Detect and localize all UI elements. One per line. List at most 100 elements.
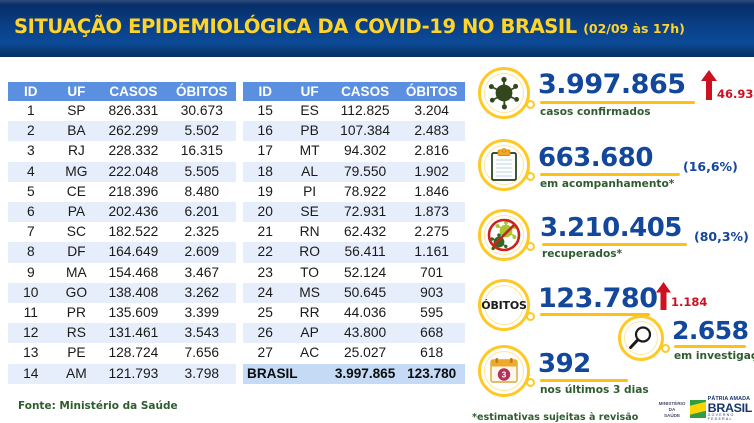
table-row: 4 MG 222.048 5.505	[8, 161, 236, 182]
table-row: 1 SP 826.331 30.673	[8, 101, 236, 122]
cell-casos: 164.649	[99, 242, 168, 263]
ministerio-saude-line1: MINISTÉRIO DA	[658, 401, 686, 412]
table-row: 26 AP 43.800 668	[243, 323, 465, 344]
cell-casos: 826.331	[99, 101, 168, 122]
stat-caption: em acompanhamento*	[540, 178, 675, 190]
table-row: 22 RO 56.411 1.161	[243, 242, 465, 263]
cell-uf: PI	[287, 181, 332, 203]
cell-obitos: 618	[398, 343, 465, 364]
table-row: 18 AL 79.550 1.902	[243, 161, 465, 182]
connector-knob	[526, 172, 535, 181]
cell-id: 23	[243, 262, 288, 283]
cell-obitos: 1.846	[398, 181, 465, 203]
table-row: 16 PB 107.384 2.483	[243, 121, 465, 142]
cell-id: 27	[243, 343, 288, 364]
cell-uf: RR	[287, 303, 332, 324]
stat-delta: 1.184	[671, 295, 708, 309]
connector-knob	[526, 378, 535, 387]
table-header-row: ID UF CASOS ÓBITOS	[8, 82, 236, 101]
cell-obitos: 3.204	[398, 101, 465, 122]
cell-casos: 128.724	[99, 343, 168, 364]
stat-underline	[542, 243, 687, 247]
stat-caption: casos confirmados	[540, 106, 651, 118]
obitos-label-icon-badge: ÓBITOS	[478, 279, 530, 331]
column-header-casos: CASOS	[99, 82, 168, 101]
cell-uf: DF	[53, 242, 100, 263]
table-row: 9 MA 154.468 3.467	[8, 262, 236, 283]
cell-uf: GO	[53, 282, 100, 304]
cell-uf: RN	[287, 222, 332, 243]
stat-underline	[540, 379, 628, 383]
table-row: 2 BA 262.299 5.502	[8, 121, 236, 142]
cell-uf: SP	[53, 101, 100, 122]
cell-obitos: 701	[398, 262, 465, 283]
stat-underline	[540, 313, 650, 317]
cell-casos: 135.609	[99, 303, 168, 324]
cell-casos: 78.922	[331, 181, 399, 203]
arrow-up-icon	[656, 282, 671, 310]
cell-obitos: 2.609	[167, 242, 236, 263]
virus-icon	[485, 74, 523, 112]
cell-obitos: 2.275	[398, 222, 465, 243]
cell-id: 12	[8, 323, 54, 344]
table-row: 5 CE 218.396 8.480	[8, 181, 236, 203]
no-virus-icon-badge	[478, 209, 530, 261]
column-header-uf: UF	[287, 82, 332, 101]
column-header-id: ID	[8, 82, 54, 101]
summary-stats-panel: 3.997.865 casos confirmados 46.934	[470, 57, 754, 422]
cell-casos: 222.048	[99, 161, 168, 182]
cell-uf: MS	[287, 282, 332, 304]
cell-uf: PA	[53, 202, 100, 223]
cell-id: 24	[243, 282, 288, 304]
cell-casos: 79.550	[331, 161, 399, 182]
cell-id: 1	[8, 101, 54, 122]
cell-id: 16	[243, 121, 288, 142]
cell-id: 15	[243, 101, 288, 122]
stat-value: 2.658	[672, 316, 749, 345]
cell-casos: 72.931	[331, 202, 399, 223]
cell-casos: 121.793	[99, 363, 168, 384]
table-row: 15 ES 112.825 3.204	[243, 101, 465, 122]
cell-id: 14	[8, 363, 54, 384]
cell-uf: PB	[287, 121, 332, 142]
column-header-obitos: ÓBITOS	[167, 82, 236, 101]
report-timestamp: (02/09 às 17h)	[583, 21, 685, 36]
connector-knob	[661, 344, 670, 353]
stat-value: 3.997.865	[538, 69, 686, 100]
cell-casos: 138.408	[99, 282, 168, 304]
cell-casos: 112.825	[331, 101, 399, 122]
column-header-casos: CASOS	[331, 82, 399, 101]
obitos-label-text: ÓBITOS	[481, 298, 527, 312]
virus-icon-badge	[478, 67, 530, 119]
cell-uf: RO	[287, 242, 332, 263]
stat-percent: (16,6%)	[683, 159, 738, 174]
table-row: 14 AM 121.793 3.798	[8, 363, 236, 384]
cell-casos: 107.384	[331, 121, 399, 142]
column-header-id: ID	[243, 82, 288, 101]
cell-uf: AP	[287, 323, 332, 344]
cell-uf: MA	[53, 262, 100, 283]
cell-obitos: 16.315	[167, 141, 236, 162]
table-row: 19 PI 78.922 1.846	[243, 181, 465, 203]
cell-id: 19	[243, 181, 288, 203]
states-table-left: ID UF CASOS ÓBITOS 1 SP 826.331 30.673 2 BA 26…	[8, 82, 236, 384]
cell-obitos: 1.161	[398, 242, 465, 263]
stat-caption: nos últimos 3 dias	[540, 384, 649, 396]
stat-delta: 46.934	[717, 87, 754, 101]
cell-id: 18	[243, 161, 288, 182]
stat-value: 3.210.405	[540, 213, 682, 243]
cell-uf: SE	[287, 202, 332, 223]
cell-id: 25	[243, 303, 288, 324]
cell-casos: 52.124	[331, 262, 399, 283]
stat-value: 663.680	[538, 143, 653, 173]
table-row: 8 DF 164.649 2.609	[8, 242, 236, 263]
cell-casos: 262.299	[99, 121, 168, 142]
cell-obitos: 6.201	[167, 202, 236, 223]
stat-underline	[674, 345, 746, 349]
cell-id: 10	[8, 282, 54, 304]
cell-uf: CE	[53, 181, 100, 203]
cell-uf: MT	[287, 141, 332, 162]
table-row: 17 MT 94.302 2.816	[243, 141, 465, 162]
footnote: *estimativas sujeitas à revisão	[472, 412, 639, 423]
cell-casos: 50.645	[331, 282, 399, 304]
